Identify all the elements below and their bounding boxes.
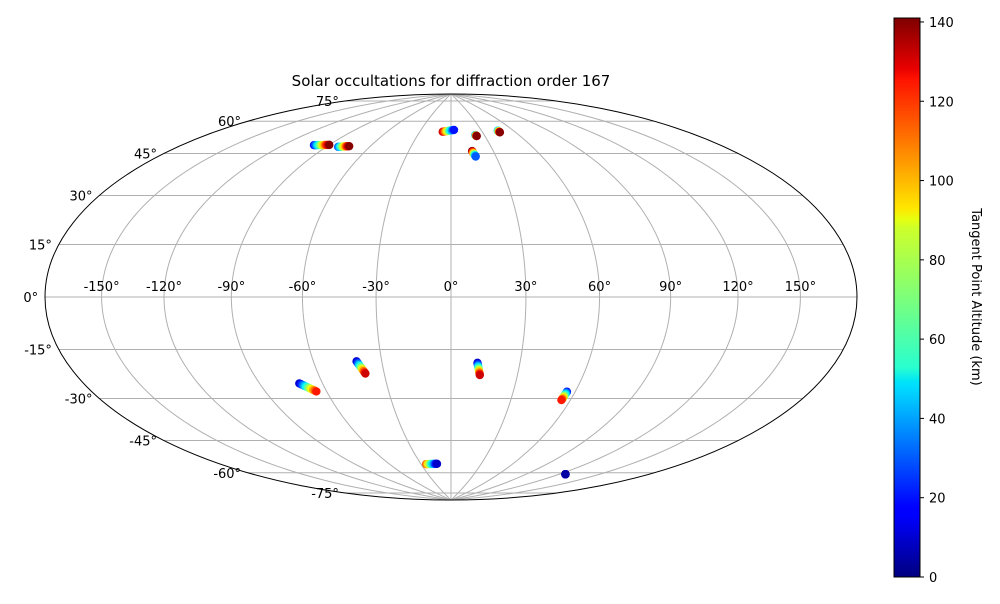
latitude-tick-label: 30°: [69, 190, 92, 205]
colorbar-gradient: [893, 17, 921, 578]
longitude-tick-label: -60°: [289, 280, 317, 295]
chart-title: Solar occultations for diffraction order…: [292, 72, 611, 90]
occultation-points: [295, 125, 572, 479]
longitude-tick-label: 150°: [785, 280, 816, 295]
latitude-tick-label: -30°: [65, 392, 93, 407]
longitude-tick-label: -150°: [84, 280, 120, 295]
colorbar-ticks: 0 20 40 60 80 100 120 140: [920, 16, 954, 586]
longitude-tick-label: 0°: [444, 280, 459, 295]
colorbar-tick-label: 60: [929, 333, 946, 348]
occultation-point: [449, 125, 459, 135]
latitude-tick-labels: -75° -60° -45° -30° -15° 0° 15° 30° 45° 60° 75°: [23, 95, 339, 502]
latitude-tick-label: 60°: [218, 115, 241, 130]
latitude-tick-label: -75°: [311, 487, 339, 502]
latitude-tick-label: 0°: [23, 291, 38, 306]
map-grid: [45, 94, 857, 500]
latitude-tick-label: -15°: [24, 344, 52, 359]
colorbar-tick-label: 20: [929, 492, 946, 507]
occultation-point: [557, 395, 566, 405]
occultation-point: [325, 140, 334, 150]
longitude-tick-label: -30°: [362, 280, 390, 295]
occultation-point: [312, 387, 321, 396]
longitude-tick-label: 90°: [659, 280, 682, 295]
longitude-tick-label: 30°: [514, 280, 537, 295]
occultation-point: [471, 152, 480, 161]
occultation-point: [561, 470, 570, 479]
latitude-tick-label: -60°: [213, 467, 241, 482]
colorbar-tick-label: 80: [929, 254, 946, 269]
colorbar-tick-label: 0: [929, 571, 937, 586]
occultation-point: [345, 141, 354, 151]
occultation-point: [432, 459, 442, 469]
latitude-tick-label: 75°: [316, 95, 339, 110]
longitude-tick-label: 120°: [722, 280, 753, 295]
latitude-tick-label: 45°: [134, 148, 157, 163]
colorbar: 0 20 40 60 80 100 120 140 Tangent Point Altitud…: [893, 16, 983, 586]
colorbar-tick-label: 120: [929, 95, 954, 110]
colorbar-tick-label: 40: [929, 412, 946, 427]
occultation-point: [495, 128, 505, 137]
map-boundary: [44, 93, 858, 501]
longitude-tick-label: -120°: [146, 280, 182, 295]
occultation-point: [472, 131, 481, 141]
colorbar-tick-label: 140: [929, 16, 954, 31]
occultation-point: [475, 370, 485, 380]
longitude-tick-label: 60°: [588, 280, 611, 295]
latitude-tick-label: -45°: [129, 435, 157, 450]
latitude-tick-label: 15°: [29, 238, 52, 253]
longitude-tick-labels: -150° -120° -90° -60° -30° 0° 30° 60° 90° 120° 150…: [84, 280, 817, 295]
occultation-point: [361, 369, 370, 378]
colorbar-label: Tangent Point Altitude (km): [968, 207, 983, 385]
longitude-tick-label: -90°: [217, 280, 245, 295]
colorbar-tick-label: 100: [929, 175, 954, 190]
